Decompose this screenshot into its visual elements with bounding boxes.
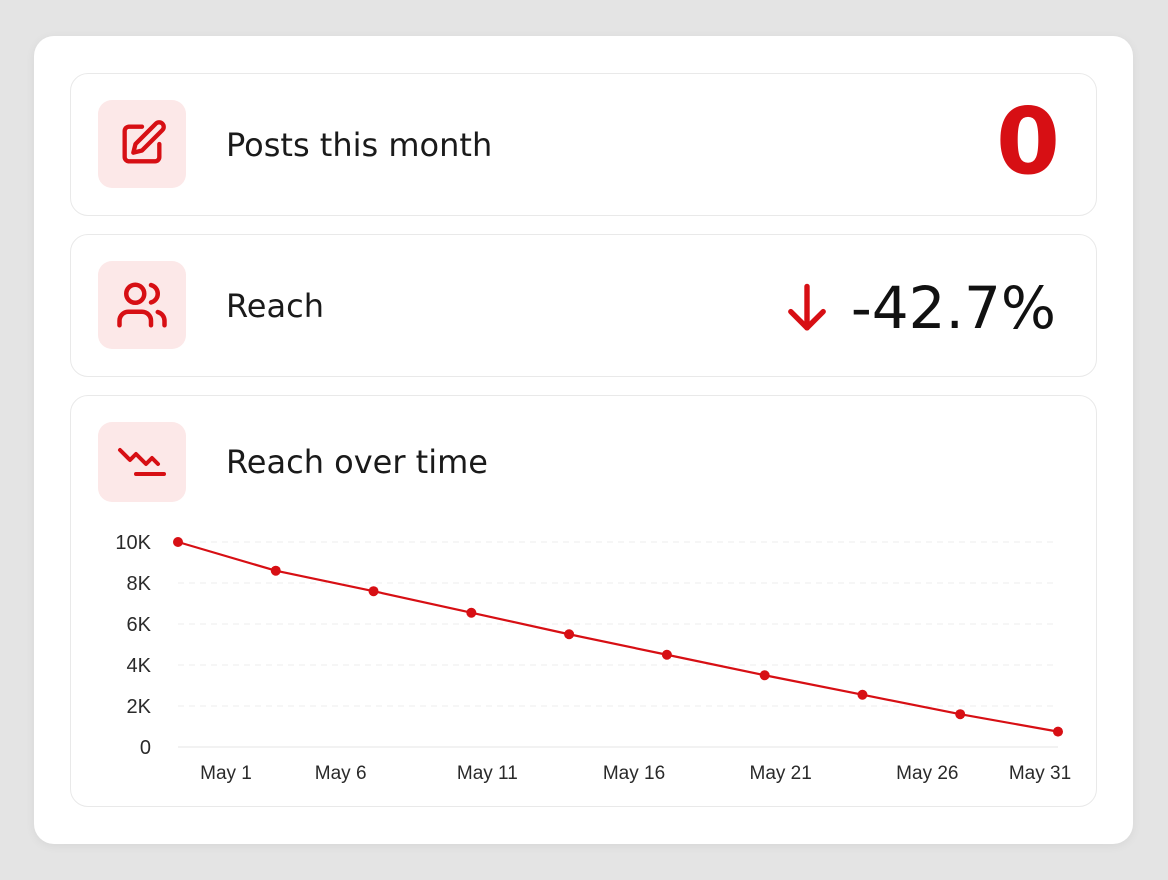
x-tick-label: May 26 [896, 763, 958, 784]
data-point[interactable] [466, 607, 477, 618]
data-point[interactable] [270, 565, 281, 576]
data-point[interactable] [955, 709, 966, 720]
data-point[interactable] [368, 586, 379, 597]
data-point[interactable] [857, 689, 868, 700]
reach-card: Reach -42.7% [70, 234, 1097, 377]
dashboard-panel: Posts this month 0 Reach -42.7% [34, 36, 1133, 844]
x-tick-label: May 16 [603, 763, 665, 784]
reach-value: -42.7% [850, 274, 1056, 342]
data-point[interactable] [661, 649, 672, 660]
reach-series-line [177, 540, 1059, 733]
y-tick-label: 4K [127, 655, 152, 677]
posts-title: Posts this month [226, 126, 493, 164]
trending-down-icon [118, 448, 166, 476]
x-tick-label: May 11 [457, 763, 518, 784]
chart-icon-box [98, 422, 186, 502]
y-tick-label: 10K [115, 532, 151, 554]
data-point[interactable] [1053, 726, 1063, 737]
arrow-down-icon [785, 281, 829, 335]
users-icon [117, 282, 167, 328]
reach-icon-box [98, 261, 186, 349]
data-point[interactable] [759, 670, 770, 681]
data-point[interactable] [564, 629, 575, 640]
x-tick-label: May 6 [315, 763, 367, 784]
x-tick-label: May 1 [200, 763, 252, 784]
reach-change: -42.7% [785, 279, 1056, 337]
data-point[interactable] [173, 537, 183, 547]
chart-title: Reach over time [226, 443, 488, 481]
reach-line-chart: 0 2K 4K 6K 8K 10K May 1 May 6 May 11 May 16 May 21… [115, 532, 1071, 784]
posts-card: Posts this month 0 [70, 73, 1097, 216]
y-tick-label: 6K [127, 614, 152, 636]
reach-title: Reach [226, 287, 324, 325]
posts-icon-box [98, 100, 186, 188]
x-tick-label: May 21 [750, 763, 812, 784]
y-tick-label: 0 [140, 737, 151, 759]
posts-value: 0 [995, 88, 1060, 195]
y-tick-label: 8K [127, 573, 152, 595]
x-tick-label: May 31 [1009, 763, 1071, 784]
edit-icon [122, 120, 166, 164]
reach-over-time-card: Reach over time 0 2K 4K 6K 8K 10K May 1 May 6 Ma… [70, 395, 1097, 807]
y-tick-label: 2K [127, 696, 152, 718]
